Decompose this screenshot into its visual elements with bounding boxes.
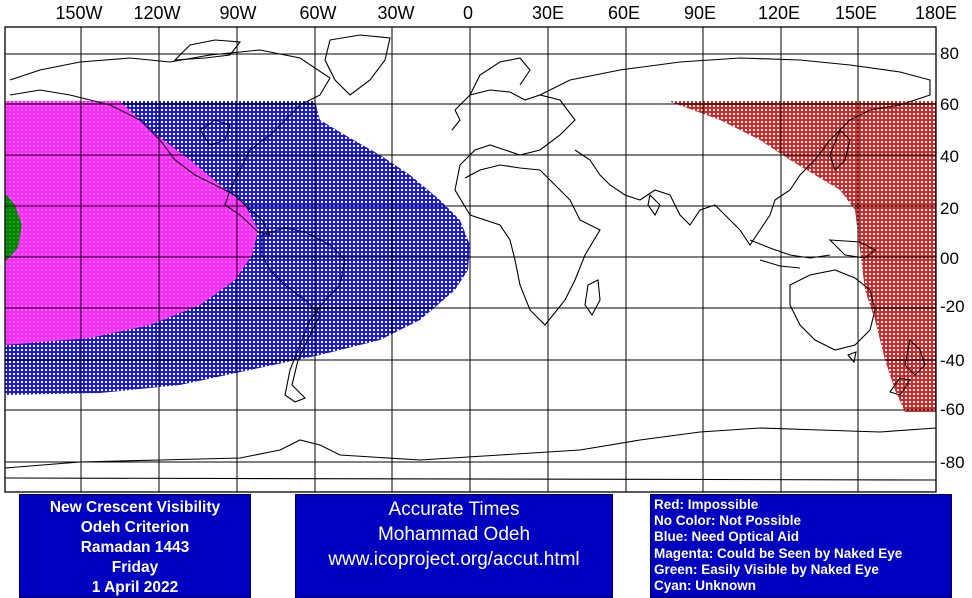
naked-eye-region [5,101,258,345]
credit-line: Mohammad Odeh [377,524,531,545]
lon-label: 90W [219,3,257,23]
lat-label: 80 [940,44,959,63]
lat-label: 20 [940,199,959,218]
title-box: New Crescent Visibility Odeh Criterion R… [19,494,251,598]
legend-item: Green: Easily Visible by Naked Eye [654,561,879,577]
lon-label: 150W [55,3,103,23]
credit-url: www.icoproject.org/accut.html [328,549,580,570]
lon-label: 60W [299,3,337,23]
title-line: Friday [111,559,159,576]
map-frame [4,26,937,493]
lat-label: -80 [940,453,965,472]
legend-item: No Color: Not Possible [654,513,802,529]
lat-label: 00 [940,249,959,268]
legend-item: Magenta: Could be Seen by Naked Eye [654,545,903,561]
legend-box: Red: Impossible No Color: Not Possible B… [650,494,952,598]
credit-box: Accurate Times Mohammad Odeh www.icoproj… [295,494,613,598]
legend-item: Red: Impossible [654,497,759,512]
legend-item: Cyan: Unknown [654,578,757,594]
lat-label: -60 [940,400,965,419]
lat-label: -20 [940,297,965,316]
lon-label: 60E [607,3,641,23]
legend-item: Blue: Need Optical Aid [654,529,800,545]
coastlines [5,34,936,481]
lon-label: 120E [757,3,801,23]
lon-label: 30E [531,3,565,23]
lon-label: 90E [683,3,717,23]
title-line: New Crescent Visibility [49,499,221,516]
lon-label: 150E [834,3,878,23]
lat-label: 40 [940,147,959,166]
lon-label: 120W [133,3,181,23]
title-line: Ramadan 1443 [80,539,190,556]
impossible-region [668,101,936,412]
graticule [5,27,936,492]
lon-label: 0 [462,3,474,23]
lon-label: 30W [377,3,415,23]
lat-label: 60 [940,95,959,114]
lon-label: 180E [914,3,958,23]
easily-visible-region [5,193,22,262]
lat-label: -40 [940,351,965,370]
title-line: 1 April 2022 [91,579,179,596]
credit-line: Accurate Times [388,499,520,520]
title-line: Odeh Criterion [80,519,190,536]
